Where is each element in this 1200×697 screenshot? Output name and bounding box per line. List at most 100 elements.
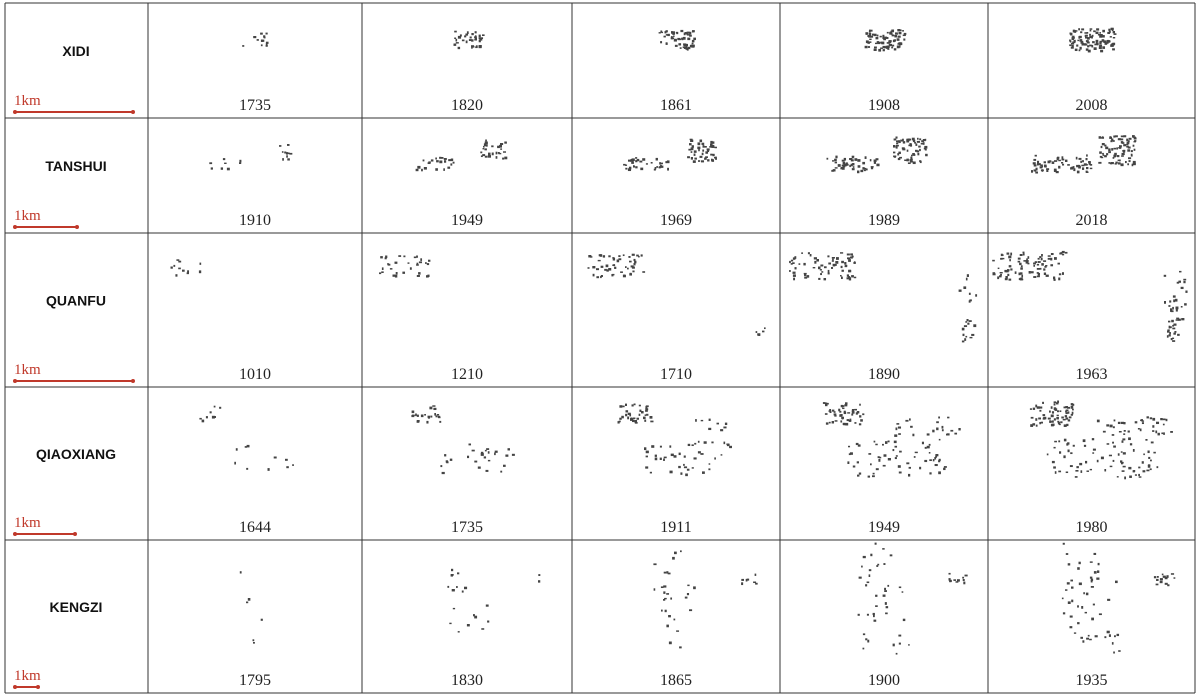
scale-label: 1km xyxy=(14,362,41,378)
building xyxy=(1109,162,1113,165)
building xyxy=(841,159,845,162)
building xyxy=(909,143,912,146)
building xyxy=(841,167,845,170)
building xyxy=(210,167,213,170)
building xyxy=(429,406,433,410)
building xyxy=(1051,460,1055,464)
building xyxy=(859,403,861,406)
building xyxy=(1058,165,1061,169)
building xyxy=(693,153,696,156)
building xyxy=(906,158,909,162)
building xyxy=(412,414,415,417)
building xyxy=(417,165,421,169)
building xyxy=(430,159,434,162)
building xyxy=(628,166,632,170)
building xyxy=(1082,167,1085,170)
building xyxy=(789,270,791,272)
building xyxy=(1112,31,1116,34)
building xyxy=(1035,424,1038,427)
settlement-map xyxy=(411,405,515,475)
building xyxy=(1159,578,1163,581)
building xyxy=(1164,582,1168,585)
building xyxy=(674,44,678,47)
building xyxy=(1000,253,1003,257)
building xyxy=(686,31,690,34)
scale-end xyxy=(13,685,17,689)
building xyxy=(875,594,878,597)
building xyxy=(1178,280,1181,283)
building xyxy=(875,37,879,40)
building xyxy=(1065,471,1069,474)
building xyxy=(683,466,688,469)
building xyxy=(822,402,826,404)
building xyxy=(875,605,878,607)
building xyxy=(450,158,454,162)
building xyxy=(1089,35,1093,39)
building xyxy=(1072,408,1074,411)
building xyxy=(279,145,282,147)
building xyxy=(841,416,844,419)
building xyxy=(1107,31,1111,35)
building xyxy=(1045,265,1048,267)
building xyxy=(1077,39,1080,42)
building xyxy=(1128,137,1132,140)
building xyxy=(435,168,438,171)
building xyxy=(455,42,459,44)
building xyxy=(908,644,910,646)
building xyxy=(889,554,893,557)
building xyxy=(678,465,681,469)
building xyxy=(645,163,648,165)
building xyxy=(999,272,1003,274)
building xyxy=(896,38,900,41)
building xyxy=(1043,272,1047,276)
building xyxy=(616,259,620,263)
building xyxy=(1086,637,1090,640)
year-label: 1861 xyxy=(660,97,692,114)
building xyxy=(854,408,858,411)
building xyxy=(999,275,1002,278)
building xyxy=(828,262,832,265)
building xyxy=(840,265,843,269)
building xyxy=(1130,150,1133,153)
building xyxy=(701,152,704,156)
building xyxy=(265,41,269,44)
building xyxy=(1122,452,1126,455)
building xyxy=(1050,423,1054,427)
building xyxy=(895,427,898,431)
building xyxy=(841,260,844,264)
building xyxy=(625,266,627,269)
building xyxy=(1067,601,1071,604)
building xyxy=(426,275,429,278)
building xyxy=(1029,408,1032,410)
building xyxy=(709,146,712,148)
building xyxy=(649,416,653,419)
building xyxy=(402,271,406,274)
building xyxy=(1083,444,1087,447)
building xyxy=(631,159,634,162)
building xyxy=(475,37,477,41)
building xyxy=(1086,41,1090,44)
building xyxy=(852,465,856,468)
building xyxy=(825,422,829,425)
building xyxy=(1051,411,1055,414)
building xyxy=(1019,277,1023,281)
building xyxy=(1038,163,1041,166)
building xyxy=(672,556,675,560)
building xyxy=(896,144,899,147)
building xyxy=(677,37,681,41)
building xyxy=(924,149,927,151)
building xyxy=(1138,466,1141,469)
building xyxy=(1045,274,1049,277)
building xyxy=(630,159,634,162)
building xyxy=(946,433,950,436)
building xyxy=(441,157,444,159)
building xyxy=(392,274,396,277)
building xyxy=(950,579,952,583)
settlement-map xyxy=(658,29,696,51)
building xyxy=(892,449,895,452)
building xyxy=(439,420,442,423)
building xyxy=(222,158,226,161)
year-label: 2008 xyxy=(1076,97,1108,114)
building xyxy=(690,157,694,160)
building xyxy=(1036,263,1040,266)
